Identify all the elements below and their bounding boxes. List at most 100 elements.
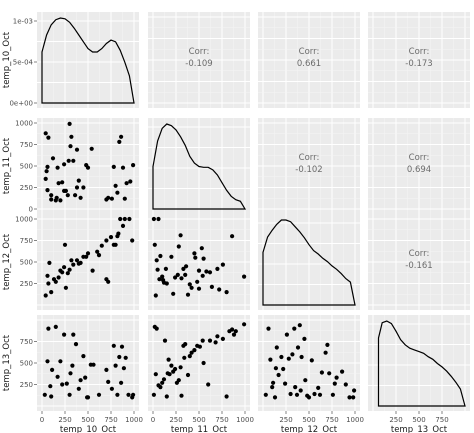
scatter-point [215,266,220,271]
scatter-point [90,268,95,273]
scatter-point [290,352,295,357]
scatter-point [71,332,76,337]
scatter-point [56,181,61,186]
scatter-point [187,282,192,287]
x-tick-label: 750 [215,416,228,424]
scatter-point [62,332,67,337]
scatter-point [62,242,68,247]
y-tick-label: 250 [20,381,33,389]
scatter-point [303,378,308,383]
scatter-point [43,131,48,136]
panel-2-0 [37,214,139,310]
scatter-point [111,164,116,169]
scatter-point [67,121,72,126]
scatter-point [340,369,345,374]
scatter-point [68,144,73,149]
x-tick-label: 1000 [346,416,364,424]
x-tick-label: 750 [325,416,338,424]
y-tick-label: 0 [29,206,33,214]
scatter-point [130,238,135,243]
scatter-point [162,338,168,343]
x-tick-label: 0 [40,416,44,424]
corr-label: Corr: [409,153,430,163]
scatter-point [197,344,202,349]
scatter-point [288,391,293,397]
scatter-point [154,258,159,263]
scatter-point [122,216,127,222]
x-tick-label: 500 [81,416,94,424]
scatter-point [343,382,348,387]
scatter-point [115,392,120,397]
scatter-point [81,354,86,359]
scatter-point [323,350,328,355]
scatter-point [325,342,330,347]
scatter-point [85,251,91,256]
scatter-point [155,267,160,272]
scatter-point [293,385,298,390]
scatter-point [120,165,126,170]
scatter-point [111,343,116,348]
scatter-point [151,392,156,397]
scatter-point [60,270,65,275]
scatter-point [231,332,237,337]
scatter-point [55,165,60,170]
scatter-point [230,234,235,239]
scatter-point [352,388,357,393]
corr-value: -0.161 [405,261,432,271]
scatter-point [200,338,205,343]
scatter-point [192,348,197,353]
scatter-point [156,216,161,222]
scatter-point [158,385,163,390]
corr-value: -0.173 [405,59,432,69]
scatter-point [334,375,339,380]
y-tick-label: 250 [20,280,33,288]
density-curve-temp_13_Oct [377,320,466,407]
corr-label: Corr: [299,47,320,57]
scatter-point [118,216,123,222]
scatter-point [157,277,162,282]
scatter-point [120,223,126,228]
scatter-point [58,359,63,364]
scatter-point [160,380,165,385]
scatter-point [316,385,321,390]
y-axis-title: temp_11_Oct [2,137,12,194]
scatter-point [46,281,51,286]
scatter-point [43,293,48,298]
scatter-point [224,290,229,295]
scatter-point [119,344,125,349]
scatter-point [167,372,172,377]
scatter-point [45,273,50,278]
scatter-point [179,393,184,398]
x-tick-label: 750 [435,416,448,424]
panel-2-1 [148,214,250,310]
scatter-point [298,388,303,393]
scatter-point [327,371,332,376]
scatter-point [50,367,55,372]
scatter-point [85,165,91,170]
scatter-point [78,195,83,200]
scatter-point [96,392,102,397]
scatter-point [76,178,81,183]
scatter-point [295,345,301,350]
density-curve-temp_12_Oct [262,219,356,306]
scatter-point [179,276,184,281]
scatter-point [117,139,122,144]
scatter-point [117,354,122,360]
scatter-point [201,360,206,366]
scatter-point [45,359,50,364]
scatter-point [113,363,118,368]
panel-0-0 [37,12,139,108]
corr-value: -0.109 [185,59,212,69]
scatter-point [201,256,206,261]
scatter-point [306,395,312,400]
panel-0-2 [258,12,360,108]
panel-3-1 [148,315,250,411]
scatter-point [189,350,194,355]
scatter-point [173,275,178,280]
scatter-point [104,197,109,202]
scatter-point [171,291,176,296]
x-tick-label: 250 [169,416,182,424]
x-tick-label: 1000 [236,416,254,424]
corr-label: Corr: [409,249,430,259]
